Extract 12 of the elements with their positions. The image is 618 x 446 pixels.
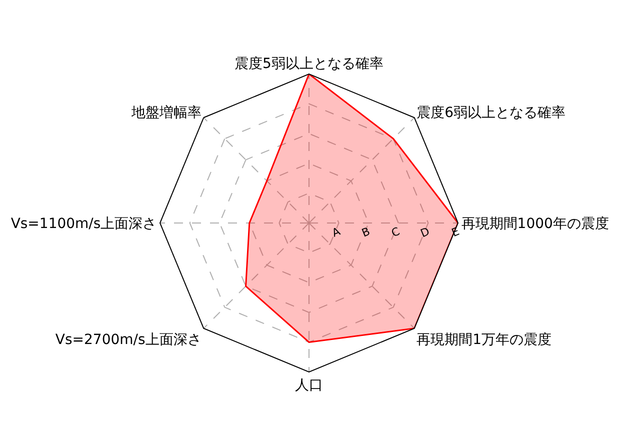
spoke-label: 地盤増幅率 [130,104,202,121]
y-tick-label: D [418,224,432,240]
spoke-label: Vs=2700m/s上面深さ [55,332,202,348]
y-tick-label: A [330,224,342,240]
spoke-label: Vs=1100m/s上面深さ [10,216,157,232]
y-tick-label: B [360,224,372,240]
spoke-label: 再現期間1000年の震度 [461,216,609,232]
spoke-label: 再現期間1万年の震度 [416,332,552,348]
spoke-label: 震度5弱以上となる確率 [234,56,384,72]
spoke-label: 人口 [295,377,323,394]
y-tick-label: C [390,224,402,240]
spoke-label: 震度6弱以上となる確率 [416,104,566,121]
